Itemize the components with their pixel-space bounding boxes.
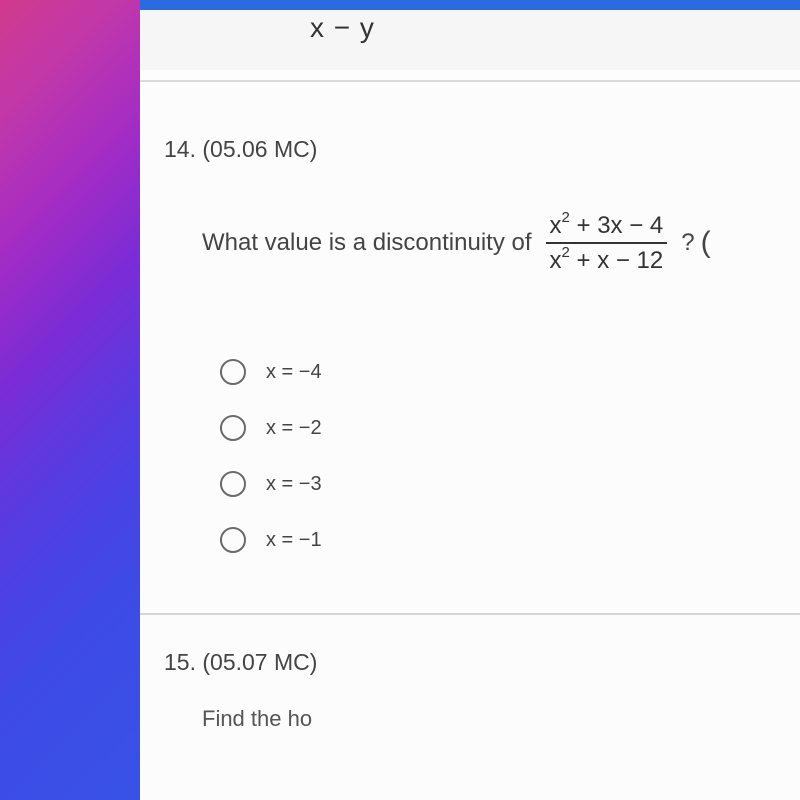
- option-b[interactable]: x = −2: [220, 415, 800, 441]
- question-text: What value is a discontinuity of x2 + 3x…: [202, 209, 800, 277]
- option-label: x = −2: [266, 417, 322, 440]
- denominator: x2 + x − 12: [546, 244, 668, 277]
- header-bar: [140, 0, 800, 10]
- option-c[interactable]: x = −3: [220, 471, 800, 497]
- question-15: 15. (05.07 MC) Find the ho: [140, 615, 800, 732]
- answer-options: x = −4 x = −2 x = −3 x = −1: [220, 359, 800, 553]
- option-a[interactable]: x = −4: [220, 359, 800, 385]
- rational-expression: x2 + 3x − 4 x2 + x − 12: [546, 209, 668, 277]
- radio-icon: [220, 415, 246, 441]
- numerator: x2 + 3x − 4: [546, 209, 668, 242]
- spacer: [140, 70, 800, 80]
- option-d[interactable]: x = −1: [220, 527, 800, 553]
- question-number: 14. (05.06 MC): [164, 136, 800, 163]
- radio-icon: [220, 527, 246, 553]
- question-text-cutoff: Find the ho: [202, 706, 800, 732]
- prev-expression: x − y: [310, 12, 375, 43]
- radio-icon: [220, 359, 246, 385]
- question-number: 15. (05.07 MC): [164, 649, 800, 676]
- question-mark: ?: [681, 229, 694, 257]
- radio-icon: [220, 471, 246, 497]
- option-label: x = −1: [266, 529, 322, 552]
- prev-question-fragment: x − y: [140, 10, 800, 70]
- option-label: x = −3: [266, 473, 322, 496]
- content-pane: x − y 14. (05.06 MC) What value is a dis…: [140, 0, 800, 800]
- cutoff-paren: (: [701, 226, 711, 260]
- desktop-wallpaper-strip: [0, 0, 140, 800]
- option-label: x = −4: [266, 361, 322, 384]
- question-lead: What value is a discontinuity of: [202, 229, 532, 257]
- question-14: 14. (05.06 MC) What value is a discontin…: [140, 82, 800, 553]
